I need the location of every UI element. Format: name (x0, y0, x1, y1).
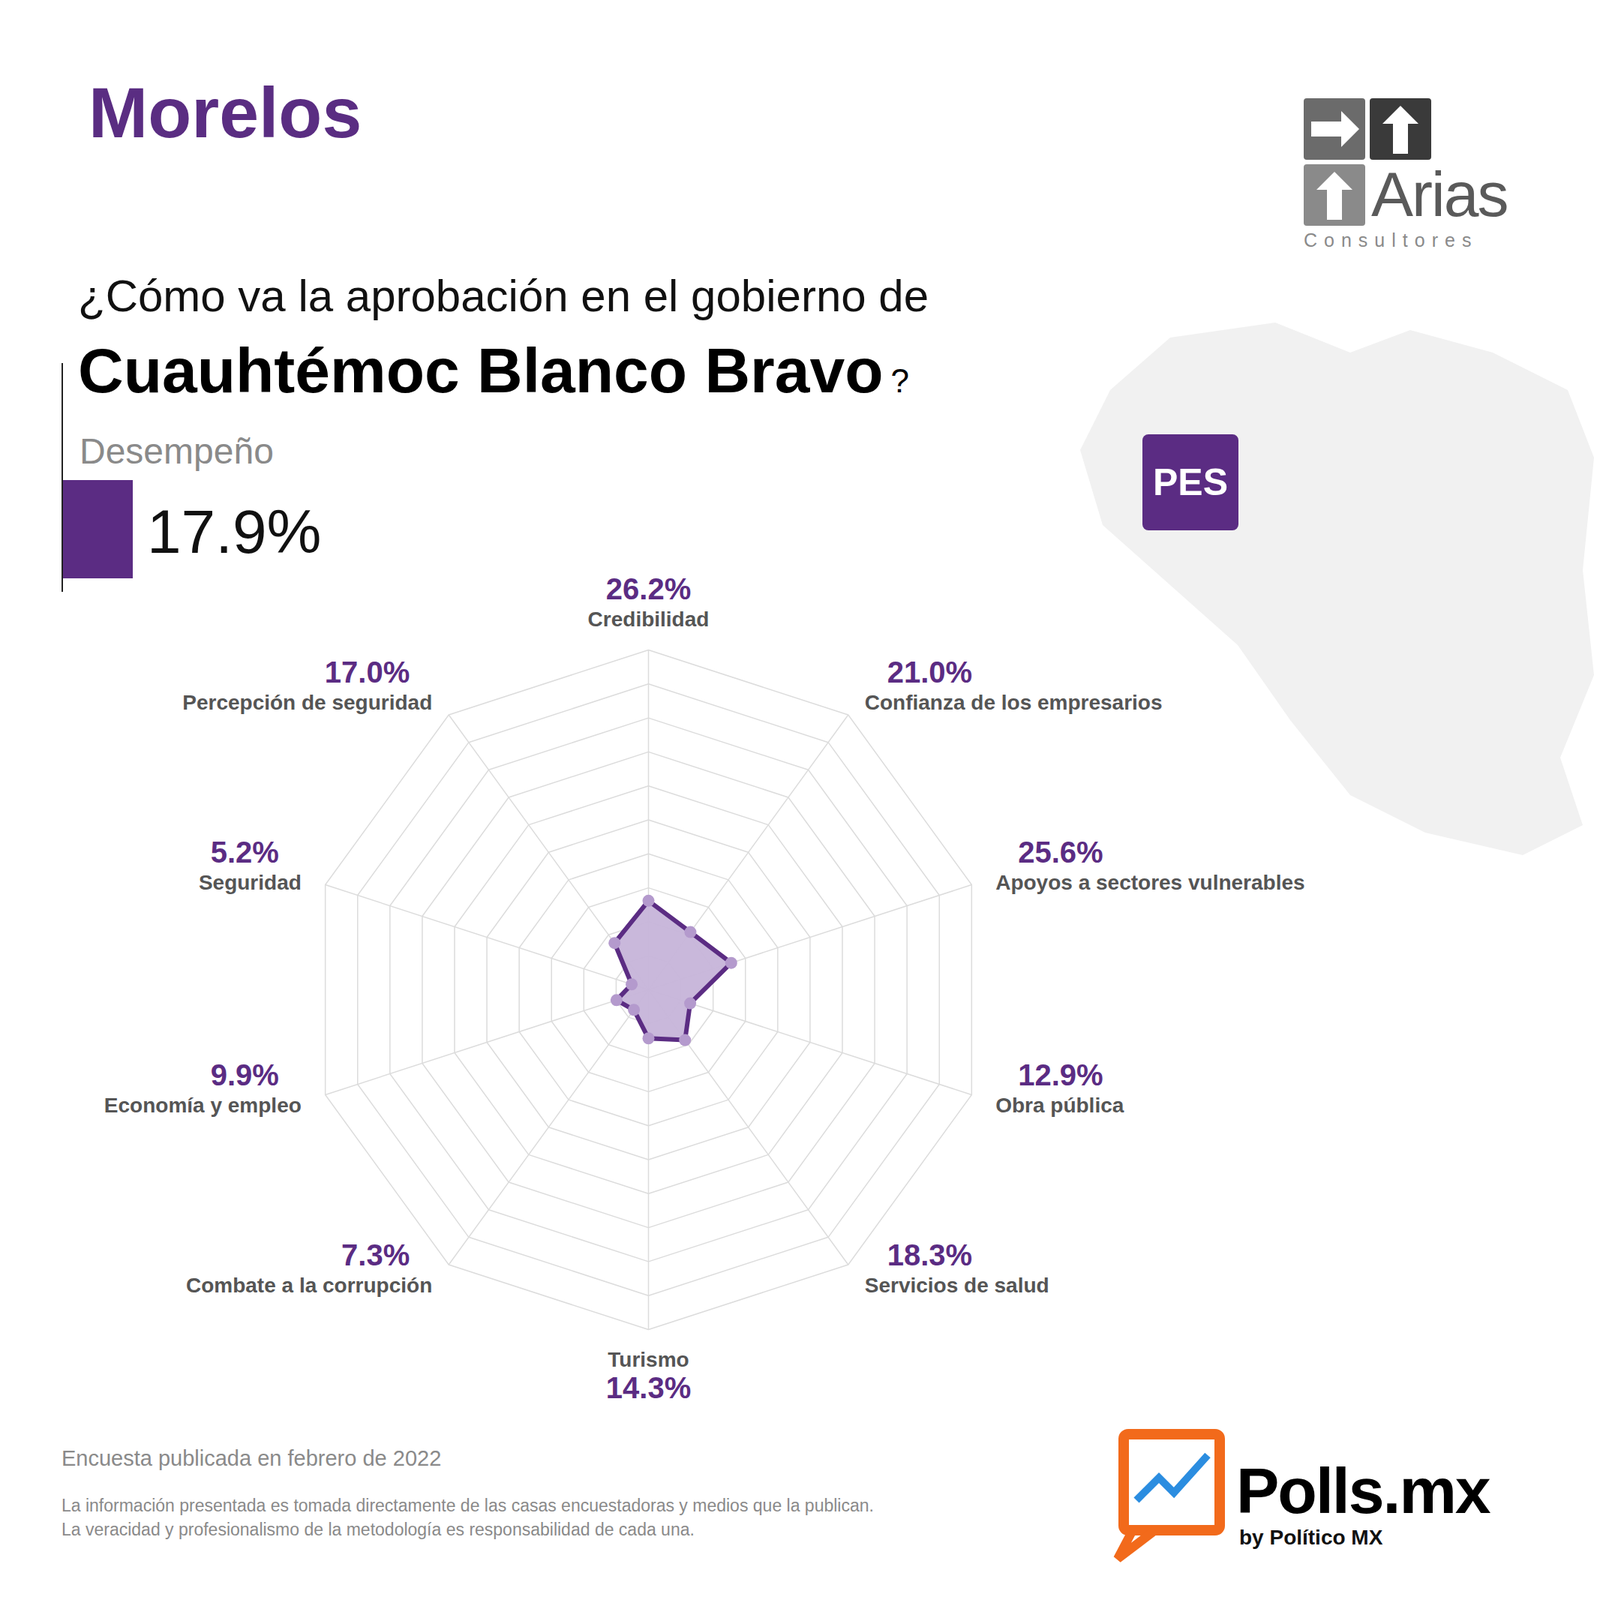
svg-text:Percepción de seguridad: Percepción de seguridad (182, 690, 433, 715)
html-text:¿Cómo va la aprobación en el g: ¿Cómo va la aprobación en el gobierno de (78, 270, 929, 322)
svg-text:Confianza de los empresarios: Confianza de los empresarios (864, 690, 1163, 715)
svg-text:12.9%: 12.9% (1017, 1058, 1103, 1092)
svg-text:Economía y empleo: Economía y empleo (104, 1093, 302, 1117)
svg-text:9.9%: 9.9% (210, 1058, 280, 1092)
html-text:PES: PES (1152, 461, 1228, 504)
svg-text:21.0%: 21.0% (887, 655, 973, 689)
svg-text:Obra pública: Obra pública (995, 1093, 1125, 1117)
svg-text:17.0%: 17.0% (324, 655, 410, 689)
html-text:La información presentada es t: La información presentada es tomada dire… (61, 1495, 874, 1516)
svg-text:18.3%: 18.3% (887, 1238, 973, 1272)
svg-text:26.2%: 26.2% (606, 572, 691, 606)
svg-text:7.3%: 7.3% (341, 1238, 410, 1272)
html-text:Consultores: Consultores (1303, 229, 1479, 251)
svg-text:Apoyos a sectores vulnerables: Apoyos a sectores vulnerables (995, 870, 1305, 895)
svg-text:25.6%: 25.6% (1017, 835, 1103, 869)
html-text:Cuauhtémoc Blanco Bravo?: Cuauhtémoc Blanco Bravo? (78, 335, 910, 406)
svg-text:Credibilidad: Credibilidad (588, 607, 710, 631)
svg-text:Seguridad: Seguridad (198, 870, 302, 895)
html-text:by Político MX: by Político MX (1239, 1525, 1383, 1549)
html-text:Polls.mx: Polls.mx (1236, 1454, 1490, 1527)
html-text:Desempeño: Desempeño (79, 431, 274, 472)
svg-text:14.3%: 14.3% (606, 1371, 691, 1405)
svg-text:Combate a la corrupción: Combate a la corrupción (186, 1273, 433, 1297)
html-text:Arias: Arias (1371, 159, 1508, 230)
svg-text:Servicios de salud: Servicios de salud (864, 1273, 1050, 1297)
html-text:Morelos: Morelos (88, 72, 362, 153)
html-text:17.9%: 17.9% (147, 497, 322, 566)
svg-text:Turismo: Turismo (607, 1347, 689, 1372)
html-text:La veracidad y profesionalismo: La veracidad y profesionalismo de la met… (61, 1519, 695, 1540)
svg-text:5.2%: 5.2% (210, 835, 280, 869)
html-text:Encuesta publicada en febrero: Encuesta publicada en febrero de 2022 (61, 1446, 442, 1471)
